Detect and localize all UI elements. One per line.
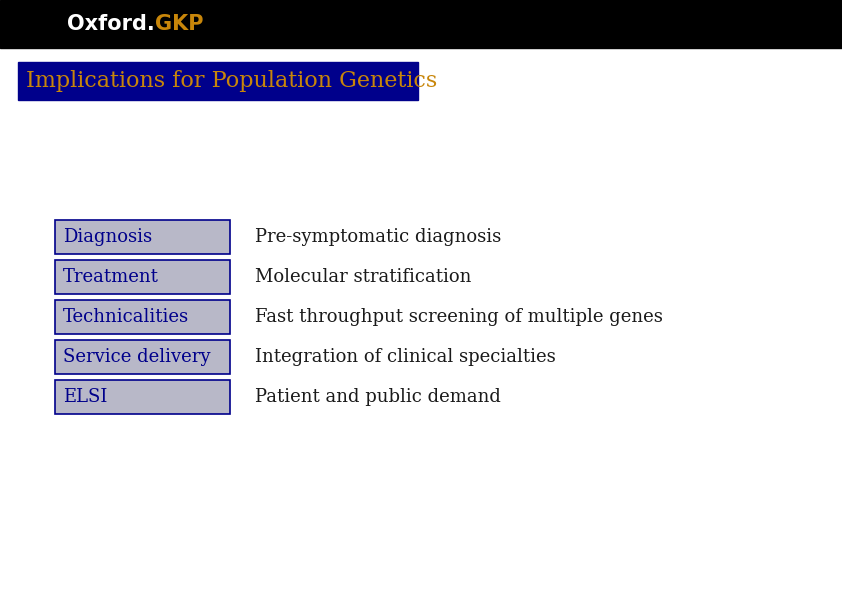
Bar xyxy=(18,62,418,100)
Text: Integration of clinical specialties: Integration of clinical specialties xyxy=(255,348,556,366)
Text: Treatment: Treatment xyxy=(63,268,159,286)
Text: Fast throughput screening of multiple genes: Fast throughput screening of multiple ge… xyxy=(255,308,663,326)
Text: GKP: GKP xyxy=(155,14,204,34)
Text: Oxford.: Oxford. xyxy=(67,14,155,34)
Text: Diagnosis: Diagnosis xyxy=(63,228,152,246)
Bar xyxy=(0,0,842,48)
Text: Technicalities: Technicalities xyxy=(63,308,189,326)
Text: ELSI: ELSI xyxy=(63,388,108,406)
Text: Implications for Population Genetics: Implications for Population Genetics xyxy=(26,70,437,92)
Bar xyxy=(55,220,230,254)
Text: Patient and public demand: Patient and public demand xyxy=(255,388,501,406)
Text: Pre-symptomatic diagnosis: Pre-symptomatic diagnosis xyxy=(255,228,501,246)
Bar xyxy=(55,260,230,294)
Bar xyxy=(55,380,230,414)
Bar xyxy=(55,340,230,374)
Text: Service delivery: Service delivery xyxy=(63,348,210,366)
Bar xyxy=(55,300,230,334)
Text: Molecular stratification: Molecular stratification xyxy=(255,268,472,286)
